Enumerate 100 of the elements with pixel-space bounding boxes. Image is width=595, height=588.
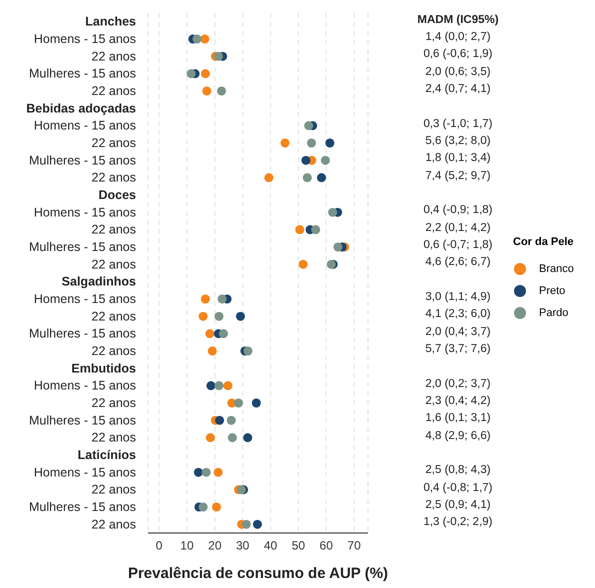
point (212, 502, 222, 512)
y-tick-label: 22 anos (92, 396, 136, 410)
text: 4,6 (2,6; 6,7) (424, 256, 492, 268)
y-tick-label: 22 anos (92, 49, 136, 64)
y-tick-label: Mulheres - 15 anos (28, 500, 136, 514)
point (202, 86, 212, 96)
point (200, 294, 210, 304)
legend-title: Cor da Pele (513, 236, 574, 248)
point (214, 381, 224, 390)
y-tick-label: Mulheres - 15 anos (28, 240, 136, 254)
point (243, 346, 252, 356)
text: 0,4 (-0,9; 1,8) (422, 204, 494, 216)
y-tick-label: Embutidos (71, 361, 136, 376)
point (218, 294, 227, 304)
text: 2,3 (0,4; 4,2) (424, 395, 492, 407)
text: 2,5 (0,9; 4,1) (424, 499, 492, 511)
text: 0,4 (-0,8; 1,7) (422, 482, 494, 494)
text: 3,0 (1,1; 4,9) (424, 291, 492, 303)
point (302, 173, 312, 182)
text: 1,8 (0,1; 3,4) (424, 152, 492, 164)
text: 5,6 (3,2; 8,0) (424, 135, 492, 147)
y-tick-label: 22 anos (92, 430, 136, 445)
point (217, 86, 226, 96)
text: 7,4 (5,2; 9,7) (424, 170, 492, 182)
legend-label: Preto (539, 284, 566, 296)
point (226, 416, 236, 425)
point (194, 468, 203, 477)
point (316, 173, 326, 182)
point (301, 156, 310, 165)
point (252, 398, 261, 408)
y-tick-label: Mulheres - 15 anos (28, 153, 136, 168)
point (198, 502, 208, 512)
point (236, 312, 245, 321)
text: 1,3 (-0,2; 2,9) (422, 516, 494, 528)
text: 0,6 (-0,6; 1,9) (422, 48, 494, 60)
point (206, 381, 216, 390)
text: 2,0 (0,4; 3,7) (424, 326, 492, 338)
point (252, 520, 262, 529)
point (228, 433, 237, 442)
point (311, 225, 320, 234)
text: 4,1 (2,3; 6,0) (424, 308, 492, 320)
point (218, 329, 228, 338)
point (236, 485, 246, 494)
point (295, 225, 304, 234)
point (320, 156, 330, 165)
y-tick-label: 22 anos (92, 309, 136, 324)
x-tick-label: 50 (292, 538, 306, 553)
y-tick-label: 22 anos (92, 257, 136, 272)
point (223, 381, 232, 390)
text: 1,6 (0,1; 3,1) (424, 412, 492, 424)
y-tick-label: Doces (98, 188, 136, 202)
text: 2,0 (0,2; 3,7) (424, 378, 492, 390)
y-tick-label: Homens - 15 anos (34, 292, 136, 306)
text: 2,2 (0,1; 4,2) (424, 222, 492, 234)
point (215, 416, 224, 425)
point (234, 398, 244, 408)
y-tick-label: 22 anos (92, 482, 136, 497)
x-tick-label: 40 (264, 538, 278, 553)
y-tick-label: Salgadinhos (62, 274, 136, 289)
point (325, 138, 334, 148)
point (214, 312, 224, 321)
y-tick-label: Homens - 15 anos (34, 118, 136, 133)
text: 0,3 (-1,0; 1,7) (422, 118, 494, 130)
y-tick-label: Bebidas adoçadas (26, 101, 136, 116)
x-tick-label: 30 (236, 538, 250, 553)
y-tick-label: 22 anos (92, 84, 136, 98)
point (243, 433, 252, 442)
y-tick-label: 22 anos (92, 170, 136, 185)
text: 2,4 (0,7; 4,1) (424, 83, 492, 95)
y-tick-label: Mulheres - 15 anos (28, 413, 136, 428)
y-tick-label: Laticínios (78, 448, 136, 462)
y-tick-label: 22 anos (92, 136, 136, 150)
x-tick-label: 70 (347, 538, 362, 553)
y-tick-label: Mulheres - 15 anos (28, 326, 136, 341)
y-tick-label: 22 anos (92, 222, 136, 237)
y-tick-label: Homens - 15 anos (34, 32, 136, 46)
y-tick-label: 22 anos (92, 517, 136, 532)
point (306, 138, 316, 148)
point (333, 242, 342, 252)
x-tick-label: 60 (320, 538, 334, 553)
point (304, 121, 314, 130)
text: 1,4 (0,0; 2,7) (424, 31, 492, 43)
point (206, 433, 215, 442)
y-tick-label: Homens - 15 anos (34, 205, 136, 220)
x-tick-label: 10 (180, 538, 194, 553)
text: 2,0 (0,6; 3,5) (424, 66, 492, 78)
point (214, 468, 223, 477)
y-tick-label: Mulheres - 15 anos (28, 66, 136, 81)
y-tick-label: Homens - 15 anos (34, 465, 136, 480)
x-tick-label: 20 (208, 538, 222, 553)
text: 2,5 (0,8; 4,3) (424, 464, 492, 476)
point (205, 329, 214, 338)
point (198, 312, 208, 321)
point (186, 69, 196, 78)
text: 5,7 (3,7; 7,6) (424, 343, 492, 355)
x-tick-label: 0 (156, 538, 163, 553)
point (264, 173, 274, 182)
point (242, 520, 251, 529)
legend-label: Pardo (539, 306, 568, 318)
point (200, 34, 210, 44)
